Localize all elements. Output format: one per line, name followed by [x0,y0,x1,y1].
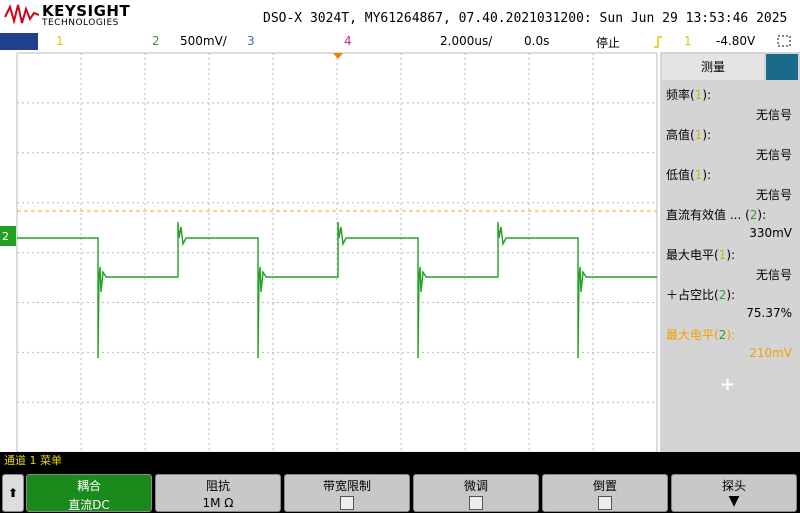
measurement-value: 75.37% [746,306,792,320]
measurement-label: 频率(1): [666,86,711,103]
label-start: 最大电平( [666,248,719,262]
softkey[interactable]: 带宽限制 [284,474,410,512]
checkbox [598,496,612,510]
brand-sub: TECHNOLOGIES [42,18,119,28]
label-end: ): [757,208,767,222]
softkey[interactable]: 阻抗 1M Ω [155,474,281,512]
label-end: ): [702,128,712,142]
brand: KEYSIGHT [42,2,131,20]
graticule [16,52,658,452]
label-start: ＋占空比( [666,288,719,302]
channel: 1 [718,248,727,262]
softkey-label: 倒置 [592,479,617,493]
channel: 1 [694,88,703,102]
menu-button[interactable] [0,33,38,50]
ch2-waveform [17,221,657,359]
measurement-value: 无信号 [755,188,792,202]
measurement-value: 330mV [749,226,792,240]
softkey-label: 带宽限制 [322,479,371,493]
label-start: 频率( [666,88,695,102]
menu-title-bar: 通道 1 菜单 [0,452,800,470]
channel: 1 [694,128,703,142]
display-bg [0,52,660,452]
measurement-label: 最大电平(1): [666,246,735,263]
softkey-value: 直流DC [68,498,110,512]
channel: 2 [718,288,727,302]
measurement-label: 低值(1): [666,166,711,183]
softkey-arrow: ▼ [728,493,740,509]
checkbox [469,496,483,510]
add-measurement[interactable]: + [720,374,736,395]
status-bar: 1 2 500mV/ 3 4 2.000us/ 0.0s 停止 1 -4.80V [0,32,800,52]
channel: 2 [718,328,727,342]
label-end: ): [702,88,712,102]
delay: 0.0s [524,34,550,48]
label-end: ): [726,288,736,302]
measurement-label: 高值(1): [666,126,711,143]
softkey[interactable]: 耦合直流DC [26,474,152,512]
checkbox [340,496,354,510]
label-end: ): [726,328,736,342]
measurement-value: 无信号 [755,148,792,162]
ch3[interactable]: 3 [247,34,255,48]
softkey-label: 探头 [721,479,746,493]
label-end: ): [726,248,736,262]
measurement-value: 210mV [749,346,792,360]
channel: 2 [749,208,758,222]
measurement-label: 直流有效值 ... (2): [666,206,766,223]
ch2-scale: 500mV/ [180,34,227,48]
label-end: ): [702,168,712,182]
label-start: 最大电平( [666,328,719,342]
logo-icon [4,4,40,25]
measurement-label: ＋占空比(2): [666,286,735,303]
run-state: 停止 [596,36,621,50]
trigger-level: -4.80V [716,34,756,48]
ch2-marker [0,226,16,246]
measure-tab[interactable]: 测量 [662,54,764,80]
waveform-display: 2 [0,52,660,452]
instrument-title: DSO-X 3024T, MY61264867, 07.40.202103120… [263,11,788,26]
softkey-label: 耦合 [76,479,101,493]
back-key[interactable]: ⬆ [2,474,24,512]
header: KEYSIGHT TECHNOLOGIES DSO-X 3024T, MY612… [0,0,800,32]
timebase: 2.000us/ [440,34,493,48]
softkey-label: 阻抗 [205,479,230,493]
label-start: 高值( [666,128,695,142]
trigger-source: 1 [684,34,692,48]
ch1[interactable]: 1 [56,34,64,48]
measurement-value: 无信号 [755,268,792,282]
measurement-label: 最大电平(2): [666,326,735,343]
ch2[interactable]: 2 [152,34,160,48]
ch4[interactable]: 4 [344,34,352,48]
trigger-icon [654,36,662,48]
softkey-label: 微调 [463,479,488,493]
measurement-panel: 测量 频率(1): 无信号 高值(1): 无信号 低值(1): 无信号 直流有效值 ... … [660,52,800,452]
softkey[interactable]: 倒置 [542,474,668,512]
measurement-value: 无信号 [755,108,792,122]
trigger-position [333,53,343,59]
channel: 1 [694,168,703,182]
ch2-marker-label: 2 [2,230,9,243]
label-start: 直流有效值 ... ( [666,208,750,222]
softkey-value: 1M Ω [202,496,234,510]
tab-icon[interactable] [766,54,798,80]
screen-icon[interactable] [776,34,794,50]
label-start: 低值( [666,168,695,182]
softkey[interactable]: 微调 [413,474,539,512]
menu-title: 通道 1 菜单 [4,454,62,467]
softkey[interactable]: 探头 ▼ [671,474,797,512]
